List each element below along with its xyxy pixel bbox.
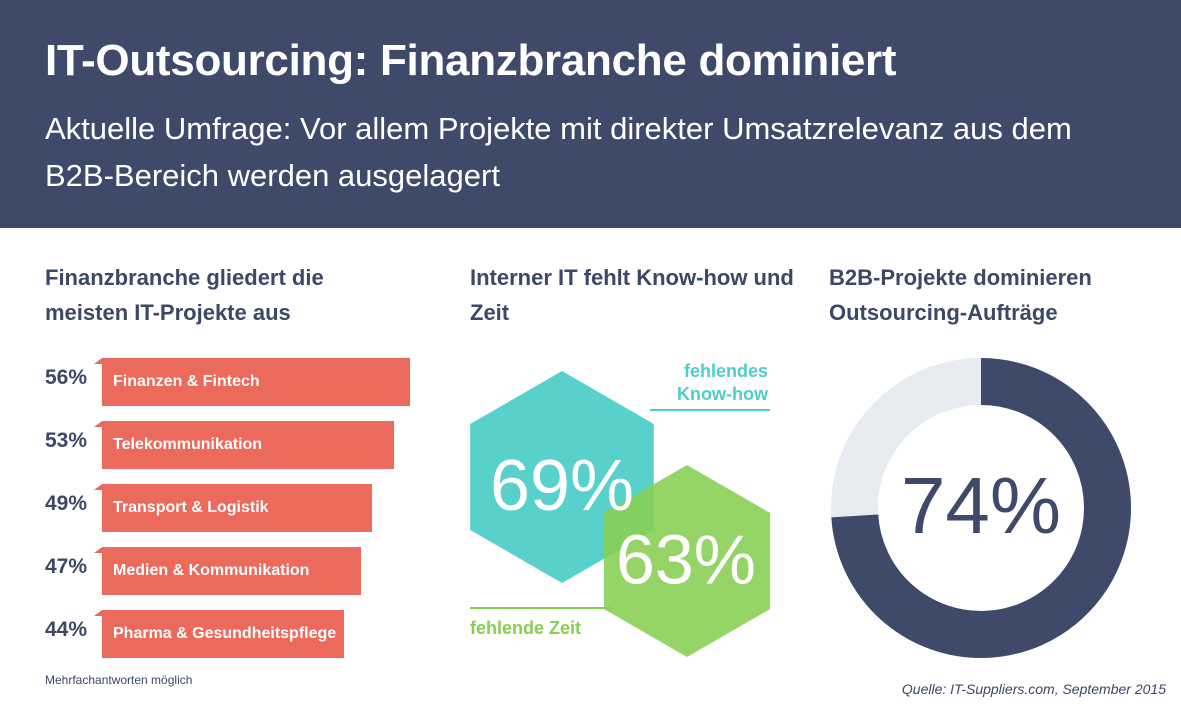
footnote: Mehrfachantworten möglich <box>45 673 193 687</box>
bar-notch <box>94 358 102 364</box>
bar: Finanzen & Fintech <box>102 358 410 406</box>
time-label: fehlende Zeit <box>470 618 581 638</box>
bar-category-label: Telekommunikation <box>113 436 263 453</box>
bar-notch <box>94 484 102 490</box>
bar-notch <box>94 547 102 553</box>
bar-row: 44% Pharma & Gesundheitspflege <box>0 610 460 658</box>
donut-value-arc <box>831 358 1131 658</box>
bar-row: 49% Transport & Logistik <box>0 484 460 532</box>
bar-value-label: 49% <box>45 492 88 515</box>
bars-section-title: Finanzbranche gliedert die meisten IT-Pr… <box>45 265 324 325</box>
bar-notch <box>94 610 102 616</box>
know-how-label-line2: Know-how <box>677 384 769 404</box>
time-value-label: 63% <box>616 520 756 598</box>
bar: Pharma & Gesundheitspflege <box>102 610 344 658</box>
know-how-value-label: 69% <box>490 446 634 526</box>
donut-value-label: 74% <box>901 461 1061 550</box>
bar-value-label: 53% <box>45 429 88 452</box>
bar-row: 47% Medien & Kommunikation <box>0 547 460 595</box>
bar-category-label: Finanzen & Fintech <box>113 373 260 390</box>
source-credit: Quelle: IT-Suppliers.com, September 2015 <box>901 681 1166 697</box>
bar-row: 53% Telekommunikation <box>0 421 460 469</box>
page-title: IT-Outsourcing: Finanzbranche dominiert <box>45 36 897 85</box>
page-subtitle: Aktuelle Umfrage: Vor allem Projekte mit… <box>45 111 1072 193</box>
bar: Medien & Kommunikation <box>102 547 361 595</box>
bar-category-label: Pharma & Gesundheitspflege <box>113 625 337 642</box>
time-hexagon <box>603 465 771 657</box>
bar-category-label: Transport & Logistik <box>113 499 269 516</box>
bar-value-label: 56% <box>45 366 88 389</box>
hex-section-title: Interner IT fehlt Know-how und Zeit <box>470 265 794 325</box>
bar-value-label: 44% <box>45 618 88 641</box>
bar-category-label: Medien & Kommunikation <box>113 562 310 579</box>
donut-section-title: B2B-Projekte dominieren Outsourcing-Auft… <box>829 265 1092 325</box>
bar-value-label: 47% <box>45 555 88 578</box>
bar: Telekommunikation <box>102 421 394 469</box>
header-banner: IT-Outsourcing: Finanzbranche dominiert … <box>0 0 1181 228</box>
bar: Transport & Logistik <box>102 484 372 532</box>
bar-row: 56% Finanzen & Fintech <box>0 358 460 406</box>
industry-bar-chart: 56% Finanzen & Fintech 53% Telekommunikatio… <box>0 0 460 709</box>
know-how-label-line1: fehlendes <box>684 361 768 381</box>
bar-notch <box>94 421 102 427</box>
